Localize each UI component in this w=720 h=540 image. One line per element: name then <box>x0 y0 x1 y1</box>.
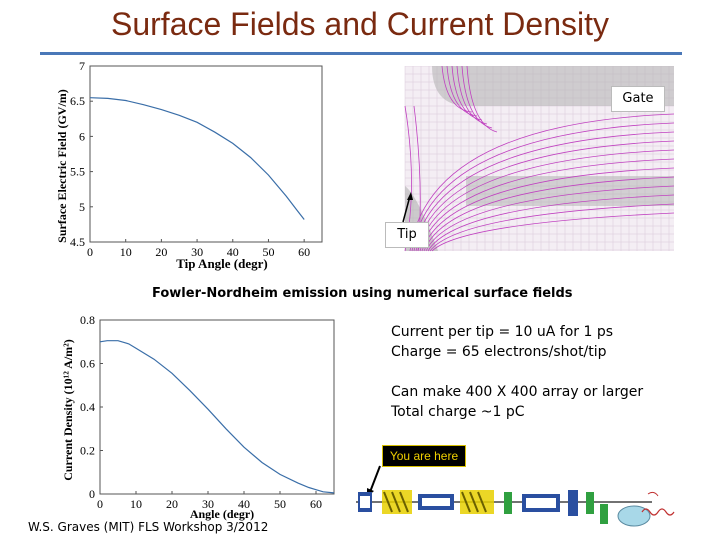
c2-plot-frame <box>99 319 335 495</box>
slide-title: Surface Fields and Current Density <box>111 6 609 42</box>
y-tick-label: 7 <box>79 59 85 73</box>
y-tick-label: 5.5 <box>70 165 85 179</box>
note-current-per-tip: Current per tip = 10 uA for 1 ps <box>391 324 614 340</box>
footer-credit: W.S. Graves (MIT) FLS Workshop 3/2012 <box>28 520 269 534</box>
x-tick-label: 0 <box>87 245 93 259</box>
y-tick-label: 4.5 <box>70 235 85 249</box>
undulator-icon <box>568 490 608 524</box>
c1-plot-frame <box>89 65 323 243</box>
current-density-chart: 0 10 20 30 40 50 60 0 0.2 0.4 0.6 0.8 Angle (degr)… <box>61 313 335 521</box>
x-tick-label: 20 <box>166 497 178 511</box>
y-tick-label: 0.2 <box>80 444 95 458</box>
chicane-icon <box>418 494 454 510</box>
x-tick-label: 20 <box>155 245 167 259</box>
y-tick-label: 5 <box>79 200 85 214</box>
gate-label: Gate <box>611 86 665 112</box>
x-tick-label: 30 <box>202 497 214 511</box>
note-charge-per-tip: Charge = 65 electrons/shot/tip <box>391 344 607 360</box>
x-tick-label: 50 <box>262 245 274 259</box>
beamline-schematic <box>356 490 675 527</box>
y-tick-label: 0 <box>89 487 95 501</box>
surface-field-y-axis-label: Surface Electric Field (GV/m) <box>55 89 69 243</box>
x-tick-label: 10 <box>130 497 142 511</box>
x-tick-label: 40 <box>227 245 239 259</box>
current-density-series-line <box>99 340 335 494</box>
y-tick-label: 6.5 <box>70 94 85 108</box>
x-tick-label: 30 <box>191 245 203 259</box>
surface-field-chart: 0 10 20 30 40 50 60 4.5 5 5.5 6 6.5 7 Tip Angle (de… <box>55 59 323 271</box>
gate-lower-electrode <box>466 176 674 206</box>
electron-gun-icon <box>358 492 372 512</box>
figure-caption: Fowler-Nordheim emission using numerical… <box>152 286 573 301</box>
current-density-y-axis-label: Current Density (10¹² A/m²) <box>61 339 75 481</box>
bend-section-icon <box>522 494 560 512</box>
note-total-charge: Total charge ~1 pC <box>391 404 525 420</box>
focusing-magnet-icon <box>504 492 512 514</box>
notes-block: Current per tip = 10 uA for 1 ps Charge … <box>391 322 643 422</box>
tip-pointer-arrow <box>402 192 413 223</box>
y-tick-label: 0.4 <box>80 400 95 414</box>
linac-section-2-icon <box>460 490 494 514</box>
you-are-here-badge: You are here <box>382 445 466 467</box>
x-tick-label: 0 <box>97 497 103 511</box>
x-tick-label: 40 <box>238 497 250 511</box>
y-tick-label: 6 <box>79 129 85 143</box>
y-tick-label: 0.6 <box>80 357 95 371</box>
x-tick-label: 50 <box>274 497 286 511</box>
surface-field-series-line <box>89 97 305 220</box>
surface-field-x-axis-label: Tip Angle (degr) <box>176 256 268 271</box>
x-tick-label: 10 <box>120 245 132 259</box>
note-array-size: Can make 400 X 400 array or larger <box>391 384 644 400</box>
x-tick-label: 60 <box>310 497 322 511</box>
x-tick-label: 60 <box>298 245 310 259</box>
title-underline <box>40 52 682 55</box>
tip-label: Tip <box>385 222 429 248</box>
x-ray-target-icon <box>617 491 675 527</box>
current-density-x-axis-label: Angle (degr) <box>190 507 254 521</box>
linac-section-1-icon <box>382 490 412 514</box>
y-tick-label: 0.8 <box>80 313 95 327</box>
